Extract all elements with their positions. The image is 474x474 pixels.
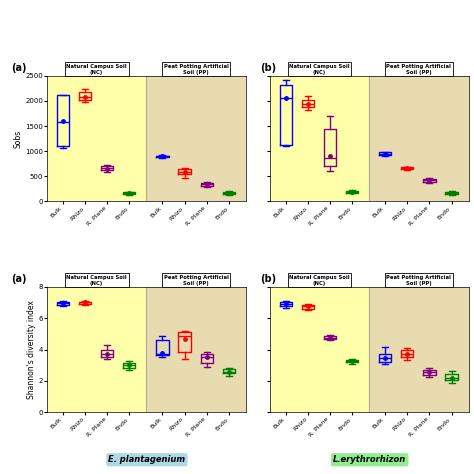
Text: Natural Campus Soil
(NC): Natural Campus Soil (NC) bbox=[289, 275, 350, 285]
Bar bbox=[146, 76, 246, 201]
Text: Peat Potting Artificial
Soil (PP): Peat Potting Artificial Soil (PP) bbox=[386, 64, 451, 74]
Text: Natural Campus Soil
(NC): Natural Campus Soil (NC) bbox=[289, 64, 350, 74]
Text: E. plantagenium: E. plantagenium bbox=[109, 456, 185, 464]
Text: Natural Campus Soil
(NC): Natural Campus Soil (NC) bbox=[66, 275, 127, 285]
Text: L.erythrorhizon: L.erythrorhizon bbox=[333, 456, 406, 464]
Text: (b): (b) bbox=[260, 274, 276, 284]
Text: Peat Potting Artificial
Soil (PP): Peat Potting Artificial Soil (PP) bbox=[164, 275, 228, 285]
Bar bbox=[369, 287, 469, 412]
Text: Peat Potting Artificial
Soil (PP): Peat Potting Artificial Soil (PP) bbox=[386, 275, 451, 285]
Text: (a): (a) bbox=[11, 274, 27, 284]
Bar bbox=[369, 76, 469, 201]
Bar bbox=[146, 287, 246, 412]
Text: (a): (a) bbox=[11, 64, 27, 73]
Text: (b): (b) bbox=[260, 64, 276, 73]
Text: Natural Campus Soil
(NC): Natural Campus Soil (NC) bbox=[66, 64, 127, 74]
Y-axis label: Sobs: Sobs bbox=[13, 129, 22, 148]
Text: Peat Potting Artificial
Soil (PP): Peat Potting Artificial Soil (PP) bbox=[164, 64, 228, 74]
Y-axis label: Shannon's diversity index: Shannon's diversity index bbox=[27, 300, 36, 399]
